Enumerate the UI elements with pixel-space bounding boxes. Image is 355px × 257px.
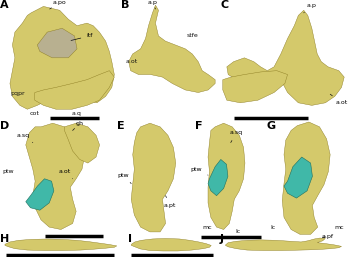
Polygon shape: [10, 6, 114, 109]
Text: A: A: [0, 0, 9, 10]
Polygon shape: [5, 239, 117, 251]
Text: a.p: a.p: [304, 3, 317, 13]
Polygon shape: [129, 5, 215, 93]
Text: J: J: [220, 234, 224, 244]
Text: cot: cot: [30, 111, 40, 116]
Text: C: C: [220, 0, 228, 10]
Text: a.pf: a.pf: [322, 234, 334, 239]
Text: F: F: [195, 121, 203, 131]
Polygon shape: [26, 179, 54, 210]
Polygon shape: [131, 123, 176, 232]
Text: a.q: a.q: [72, 111, 82, 116]
Text: E: E: [117, 121, 125, 131]
Text: a.ot: a.ot: [58, 169, 73, 179]
Text: itf: itf: [71, 33, 93, 40]
Text: stfe: stfe: [186, 33, 198, 39]
Polygon shape: [225, 238, 342, 251]
Text: a.ot: a.ot: [126, 59, 138, 64]
Text: ptw: ptw: [2, 169, 14, 174]
Polygon shape: [65, 123, 99, 163]
Polygon shape: [208, 159, 228, 196]
Text: a.p: a.p: [148, 0, 158, 9]
Text: a.ot: a.ot: [330, 94, 348, 105]
Polygon shape: [131, 238, 211, 251]
Text: ptw: ptw: [191, 167, 208, 175]
Polygon shape: [35, 71, 114, 109]
Text: lc: lc: [271, 225, 276, 230]
Text: ptw: ptw: [118, 173, 131, 183]
Polygon shape: [26, 123, 84, 230]
Text: a.pt: a.pt: [164, 196, 176, 208]
Polygon shape: [208, 123, 245, 230]
Polygon shape: [282, 122, 330, 234]
Text: I: I: [128, 234, 132, 244]
Polygon shape: [37, 28, 77, 58]
Text: a.po: a.po: [50, 0, 66, 9]
Text: D: D: [0, 121, 9, 131]
Text: a.sq: a.sq: [17, 133, 33, 143]
Text: B: B: [121, 0, 129, 10]
Polygon shape: [227, 10, 344, 105]
Polygon shape: [284, 157, 312, 198]
Text: H: H: [0, 234, 9, 244]
Text: mc: mc: [202, 225, 212, 230]
Polygon shape: [223, 71, 288, 103]
Text: mc: mc: [335, 225, 344, 230]
Text: gh: gh: [73, 121, 84, 131]
Text: a.sq: a.sq: [230, 130, 243, 143]
Text: G: G: [266, 121, 275, 131]
Text: pqpr: pqpr: [10, 91, 24, 96]
Text: lc: lc: [235, 230, 240, 234]
